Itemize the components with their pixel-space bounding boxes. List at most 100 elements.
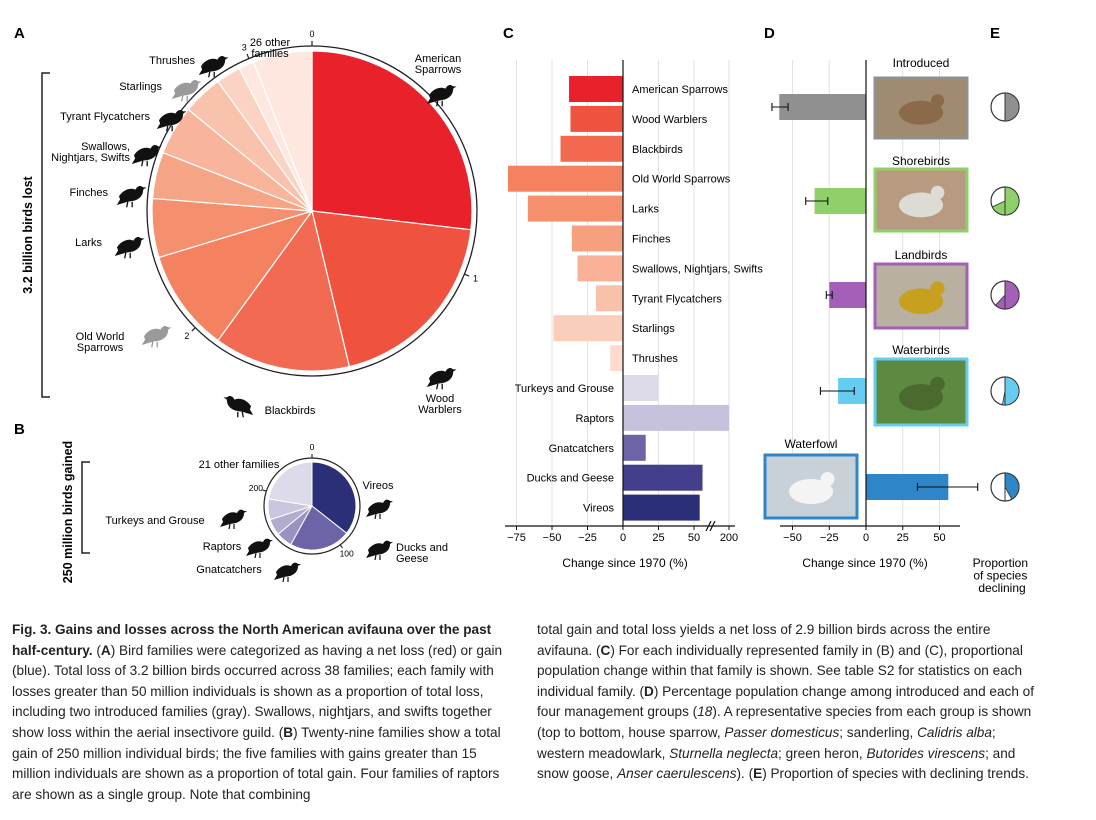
warbler-icon <box>426 367 457 390</box>
sparrow-icon-shape <box>426 84 457 104</box>
finch-icon-legs <box>126 201 133 208</box>
cap-left-segment: Fig. 3. Gains and losses across the Nort… <box>12 622 492 658</box>
c-bar-vireos <box>623 494 700 521</box>
loss-label-larks: Larks <box>75 237 102 249</box>
panel-b-bracket <box>81 461 90 554</box>
c-x-tick-label: 0 <box>620 532 626 544</box>
d-x-tick-label: 25 <box>897 532 909 544</box>
d-group-title-shorebirds: Shorebirds <box>892 154 950 168</box>
c-bar-tyrant-flycatchers <box>596 285 623 312</box>
gain-bird-icon-vireos <box>366 499 393 520</box>
loss-label-starlings: Starlings <box>119 81 162 93</box>
figure-3: A B C D E 3.2 billion birds lost 0 1 2 3 Ame… <box>14 25 1032 595</box>
c-bar-turkeys-and-grouse <box>623 375 659 401</box>
c-bar-label-tyrant-flycatchers: Tyrant Flycatchers <box>632 293 722 305</box>
cap-right-segment: C <box>600 642 611 658</box>
loss-label-tyrant-flycatchers: Tyrant Flycatchers <box>60 111 150 123</box>
d-photo-bird-head <box>820 472 835 486</box>
swallow-icon-legs <box>141 160 148 167</box>
cap-right-segment: ; and snow goose, <box>537 745 1016 782</box>
loss-slice-old-world-sparrows <box>158 209 314 342</box>
cap-right-segment: D <box>644 683 654 699</box>
loss-label-blackbirds: Blackbirds <box>265 405 316 417</box>
c-bar-wood-warblers <box>570 105 623 132</box>
gain-bird-icon-gnatcatchers-legs <box>282 576 289 583</box>
finch-icon <box>116 185 147 208</box>
c-bar-label-turkeys-and-grouse: Turkeys and Grouse <box>515 383 614 395</box>
panel-d-x-axis-label: Change since 1970 (%) <box>802 556 927 570</box>
gain-slice-ducks-and-geese <box>290 505 348 551</box>
gain-bird-icon-gnatcatchers-shape <box>274 562 301 580</box>
d-photo-waterbirds <box>873 357 969 427</box>
sparrow-icon <box>426 84 457 107</box>
gain-label-vireos: Vireos <box>363 480 394 492</box>
flycatcher-icon-legs <box>166 125 173 132</box>
e-pie-slice-landbirds <box>994 280 1020 310</box>
gain-label-vireos-line: Vireos <box>363 480 394 492</box>
loss-scale-tick-label: 1 <box>473 274 478 284</box>
c-x-tick-label: 50 <box>688 532 700 544</box>
d-photo-waterfowl <box>763 453 859 520</box>
loss-scale-tick-label: 3 <box>242 42 247 52</box>
gain-bird-icon-turkeys-and-grouse <box>220 509 247 530</box>
c-bar-label-finches: Finches <box>632 234 671 246</box>
cap-right-segment: Butorides virescens <box>866 745 986 761</box>
d-photo-frame <box>763 453 859 520</box>
loss-label-wood-warblers: Wood Warblers <box>418 393 462 416</box>
c-bar-label-american-sparrows: American Sparrows <box>632 84 728 96</box>
gain-label-gnatcatchers: Gnatcatchers <box>196 564 262 576</box>
loss-label-swallows-nightjars-swifts: Swallows, Nightjars, Swifts <box>51 141 130 164</box>
gain-bird-icon-raptors-shape <box>246 538 273 556</box>
c-x-tick-label: 200 <box>720 532 738 544</box>
starling-icon-shape <box>171 79 202 99</box>
proportion-declining-pies <box>990 92 1020 502</box>
c-bar-larks <box>527 195 623 222</box>
panel-a-side-label: 3.2 billion birds lost <box>21 175 35 293</box>
loss-label-finches: Finches <box>69 187 108 199</box>
e-pie-slice-introduced <box>1004 92 1020 122</box>
d-photo-bird-head <box>930 281 945 296</box>
loss-label-tyrant-flycatchers-line: Tyrant Flycatchers <box>60 111 150 123</box>
d-bar-introduced <box>779 94 866 120</box>
thrush-icon-shape <box>198 55 229 75</box>
gain-bird-icon-raptors-legs <box>254 552 261 559</box>
loss-slice-26-other-families <box>252 50 313 212</box>
cap-right-segment: ; western meadowlark, <box>537 724 996 761</box>
loss-slice-wood-warblers <box>311 210 472 368</box>
d-group-title-landbirds: Landbirds <box>895 248 948 262</box>
panel-e-label: Proportion of species declining <box>973 556 1032 595</box>
d-photo-bird-head <box>930 185 945 200</box>
cap-right-segment: ) For each individually represented fami… <box>537 642 1023 699</box>
c-bar-label-thrushes: Thrushes <box>632 353 678 365</box>
gain-label-21-other-families: 21 other families <box>199 459 280 471</box>
c-bar-ducks-and-geese <box>623 464 703 491</box>
c-bar-raptors <box>623 404 729 431</box>
loss-label-american-sparrows-line: Sparrows <box>415 64 462 76</box>
d-group-title-waterfowl: Waterfowl <box>785 437 838 451</box>
loss-label-starlings-line: Starlings <box>119 81 162 93</box>
family-change-bar-chart: American Sparrows Wood Warblers Blackbirds… <box>505 60 763 544</box>
gain-slice-21-other-families <box>268 461 313 507</box>
c-x-tick-label: −75 <box>507 532 526 544</box>
cap-right-segment: ) Percentage population change among int… <box>537 683 1035 720</box>
panel-e-label-line-1: Proportion <box>973 556 1028 570</box>
c-bar-label-gnatcatchers: Gnatcatchers <box>549 443 615 455</box>
loss-label-swallows-nightjars-swifts-line: Swallows, <box>81 141 130 153</box>
e-pie-slice-shorebirds <box>991 186 1020 216</box>
panel-letter-a: A <box>14 25 25 42</box>
cap-right-segment: ). ( <box>736 766 754 782</box>
c-bar-label-vireos: Vireos <box>583 503 614 515</box>
d-photo-shorebirds <box>873 167 969 233</box>
cap-right-segment: ; green heron, <box>778 745 867 761</box>
cap-right-segment: Sturnella neglecta <box>669 745 779 761</box>
thrush-icon <box>198 55 229 78</box>
gain-bird-icon-ducks-and-geese <box>366 540 393 561</box>
gain-bird-icon-turkeys-and-grouse-shape <box>220 509 247 527</box>
loss-label-26-other-families-line: families <box>251 48 289 60</box>
house-sparrow-icon <box>141 325 172 348</box>
caption-right-column: total gain and total loss yields a net l… <box>537 620 1042 785</box>
c-bar-label-blackbirds: Blackbirds <box>632 144 683 156</box>
loss-scale-tick <box>464 273 470 277</box>
loss-label-larks-line: Larks <box>75 237 102 249</box>
d-x-tick-label: −25 <box>820 532 839 544</box>
